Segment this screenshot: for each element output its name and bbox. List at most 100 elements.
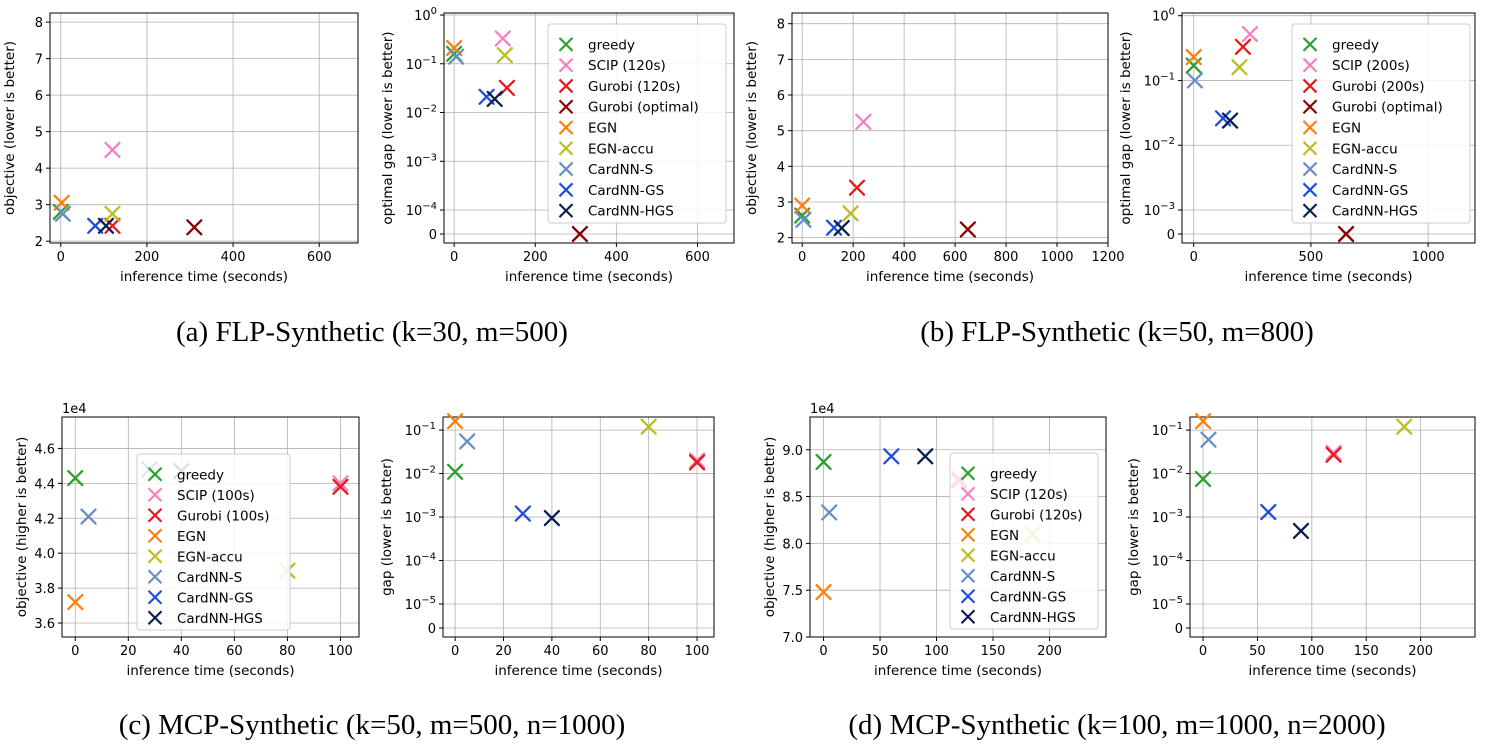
y-axis-label: gap (lower is better)	[379, 458, 395, 596]
x-tick-label: 0	[819, 644, 827, 659]
x-tick-label: 80	[640, 644, 657, 659]
legend-marker-egn	[1302, 120, 1318, 135]
legend-label-gurobi-optimal: Gurobi (optimal)	[588, 100, 699, 116]
marker-cardnn-gs	[514, 505, 531, 522]
subplot-d-objective: 0 50 100 150 200 7.0 7.5 8.0 8.5 9.0 inference tim…	[762, 402, 1107, 679]
x-tick-label: 200	[841, 250, 866, 265]
marker-cardnn-hgs	[1292, 522, 1310, 540]
legend-label-cardnn-hgs: CardNN-HGS	[990, 610, 1076, 626]
marker-gurobi-100s	[688, 454, 706, 471]
marker-cardnn-hgs	[486, 90, 503, 108]
marker-egn-accu	[1231, 59, 1248, 76]
marker-scip-120s	[1325, 444, 1342, 461]
marker-cardnn-s	[1200, 431, 1217, 448]
x-axis-label: inference time (seconds)	[1248, 663, 1416, 679]
legend: greedy SCIP (120s) Gurobi (120s) EGN EGN-acc…	[949, 452, 1099, 630]
x-tick-label: 400	[892, 250, 917, 265]
y-tick-label: 3.6	[34, 617, 55, 632]
x-axis-label: inference time (seconds)	[494, 663, 662, 679]
legend-marker-greedy	[558, 37, 574, 52]
marker-greedy	[446, 463, 464, 480]
legend-marker-cardnn-s	[960, 568, 976, 584]
x-tick-label: 100	[328, 644, 353, 659]
legend: greedy SCIP (120s) Gurobi (120s) Gurobi (op…	[547, 23, 727, 224]
legend-marker-cardnn-s	[1302, 161, 1318, 177]
y-tick-label: 10−3	[405, 508, 436, 526]
y-tick-label: 0	[1167, 228, 1175, 243]
x-tick-label: 0	[71, 644, 79, 659]
marker-gurobi-optimal	[959, 221, 976, 238]
x-tick-label: 1000	[1040, 250, 1073, 265]
y-tick-label: 3	[35, 199, 43, 214]
legend-marker-scip-120s	[960, 486, 976, 502]
x-tick-label: 1200	[1091, 250, 1124, 265]
subplot-a-gap: 0 200 400 600 0 10−4 10−3 10−2 10−1 100 inference …	[380, 6, 735, 285]
legend-marker-scip-120s	[558, 57, 574, 73]
legend-box	[136, 453, 291, 631]
y-tick-label: 3.8	[34, 582, 55, 597]
y-tick-label: 10−5	[405, 595, 436, 613]
marker-egn	[794, 197, 811, 214]
legend: greedy SCIP (200s) Gurobi (200s) Gurobi (op…	[1291, 23, 1471, 224]
marker-egn-accu	[104, 205, 121, 222]
legend-marker-cardnn-gs	[558, 182, 574, 198]
legend-marker-gurobi-120s	[558, 78, 574, 94]
legend-label-egn-accu: EGN-accu	[588, 141, 654, 157]
y-tick-label: 7	[777, 53, 785, 68]
x-tick-label: 100	[924, 644, 949, 659]
y-tick-label: 10−1	[405, 421, 436, 439]
x-tick-label: 80	[279, 644, 296, 659]
y-tick-label: 10−2	[406, 104, 437, 122]
legend-marker-cardnn-hgs	[960, 609, 976, 625]
marker-scip-100s	[688, 452, 706, 469]
y-axis-label: optimal gap (lower is better)	[380, 31, 396, 224]
x-tick-label: 600	[685, 250, 710, 265]
y-tick-label: 2	[35, 235, 43, 250]
legend-label-gurobi-120s: Gurobi (120s)	[588, 79, 680, 95]
y-tick-label: 8	[35, 16, 43, 31]
x-tick-label: 50	[1249, 644, 1266, 659]
y-axis-label: gap (lower is better)	[1126, 458, 1142, 596]
caption-c: (c) MCP-Synthetic (k=50, m=500, n=1000)	[119, 709, 626, 741]
legend-marker-egn-accu	[960, 547, 976, 563]
legend-marker-gurobi-120s	[960, 506, 976, 522]
legend-marker-gurobi-200s	[1302, 78, 1318, 94]
legend-marker-gurobi-optimal	[558, 99, 574, 114]
legend-label-cardnn-hgs: CardNN-HGS	[1332, 204, 1418, 220]
x-tick-label: 40	[173, 644, 190, 659]
subplot-a-objective: 0 200 400 600 2 3 4 5 6 7 8 inference time (seconds…	[2, 12, 359, 285]
y-tick-label: 6	[35, 89, 43, 104]
legend-label-egn: EGN	[1332, 121, 1361, 137]
axis-multiplier: 1e4	[810, 402, 835, 417]
legend-marker-scip-200s	[1302, 57, 1318, 73]
y-tick-label: 7.0	[782, 631, 803, 646]
legend-label-egn: EGN	[588, 121, 617, 137]
legend-marker-cardnn-gs	[147, 589, 163, 605]
y-tick-label: 100	[414, 6, 437, 24]
subplot-b-objective: 0 200 400 600 800 1000 1200 2 3 4 5 6 7 8 inference ti…	[744, 12, 1125, 285]
x-axis-label: inference time (seconds)	[874, 663, 1042, 679]
subplot-c-objective: 0 20 40 60 80 100 3.6 3.8 4.0 4.2 4.4 4.6 inference …	[14, 402, 360, 679]
y-tick-label: 4.4	[34, 477, 55, 492]
marker-egn	[1185, 48, 1202, 66]
legend-label-gurobi-120s: Gurobi (120s)	[990, 507, 1082, 523]
legend-marker-cardnn-s	[558, 161, 574, 177]
marker-cardnn-hgs	[833, 219, 850, 237]
y-tick-label: 3	[777, 196, 785, 211]
marker-egn	[1194, 413, 1212, 430]
legend-label-cardnn-gs: CardNN-GS	[588, 183, 664, 199]
legend-marker-cardnn-hgs	[558, 203, 574, 218]
legend-label-scip-100s: SCIP (100s)	[177, 488, 255, 504]
x-tick-label: 1000	[1412, 250, 1445, 265]
marker-greedy	[67, 469, 84, 487]
legend-label-egn-accu: EGN-accu	[990, 548, 1056, 564]
legend-marker-gurobi-100s	[147, 507, 163, 523]
legend-label-cardnn-gs: CardNN-GS	[990, 589, 1066, 605]
caption-b: (b) FLP-Synthetic (k=50, m=800)	[920, 316, 1314, 348]
legend-label-scip-200s: SCIP (200s)	[1332, 58, 1410, 74]
x-tick-label: 20	[120, 644, 137, 659]
marker-egn	[446, 413, 464, 430]
x-axis-label: inference time (seconds)	[866, 269, 1034, 285]
caption-a: (a) FLP-Synthetic (k=30, m=500)	[176, 316, 568, 348]
x-tick-label: 200	[1408, 644, 1433, 659]
